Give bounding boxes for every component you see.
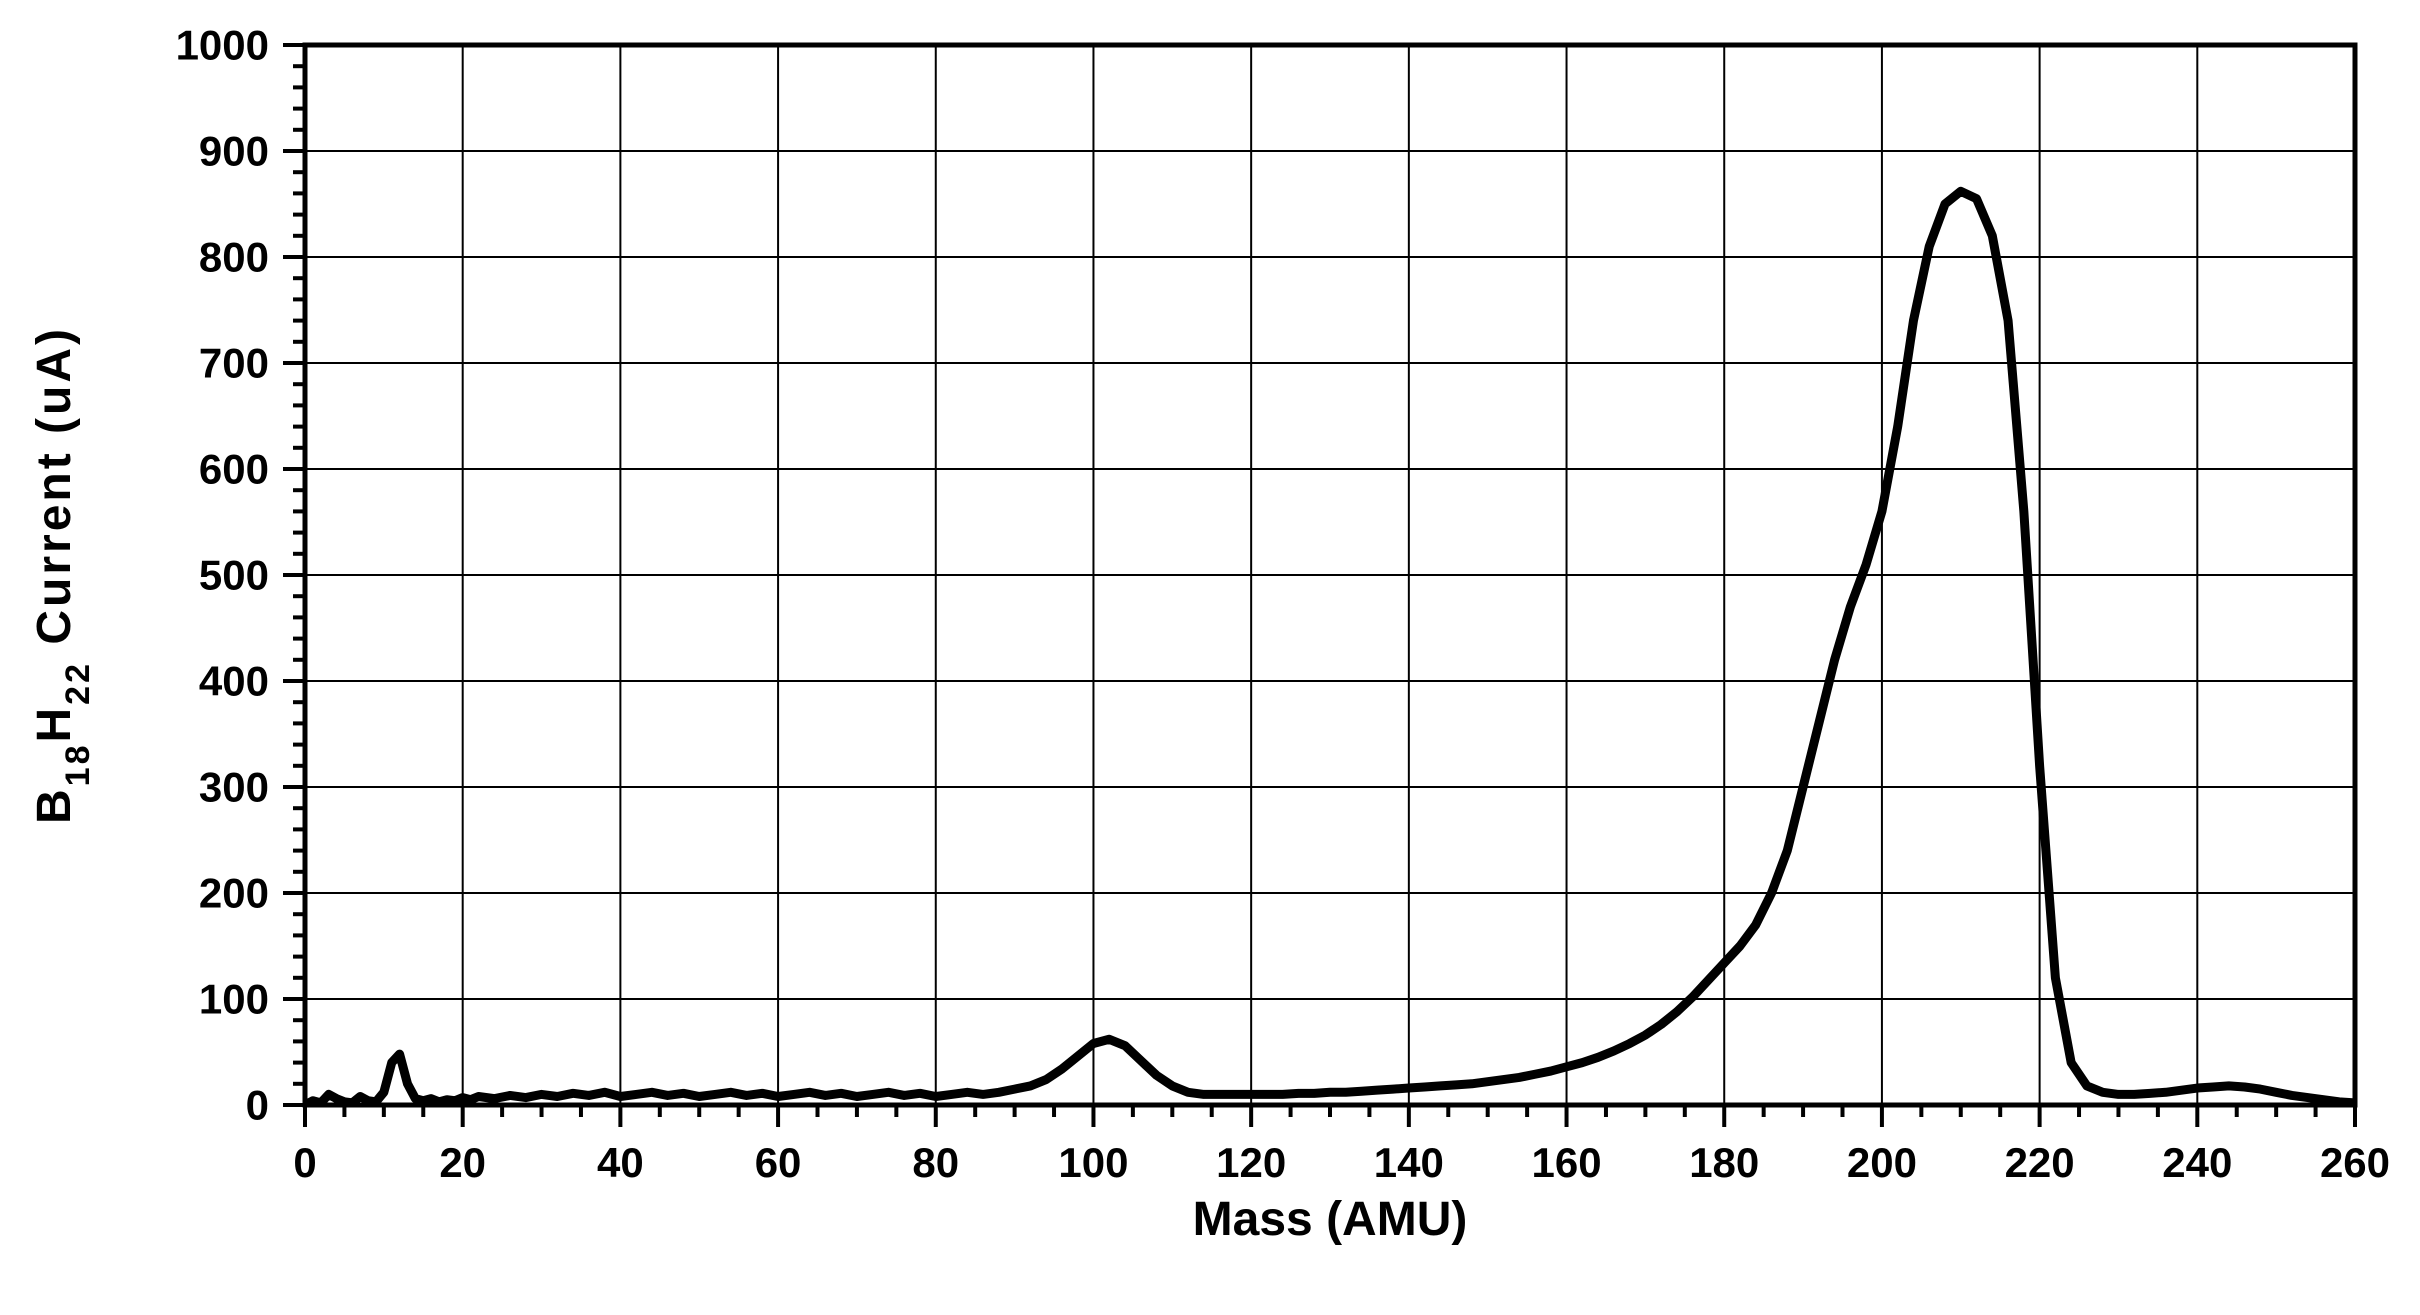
x-tick-label: 20 bbox=[439, 1139, 486, 1186]
mass-spectrum-chart: 0 20 40 60 80 100 120 140 160 180 200 220 240 260 0 100… bbox=[0, 0, 2420, 1315]
x-tick-label: 260 bbox=[2320, 1139, 2390, 1186]
y-tick-label: 400 bbox=[199, 658, 269, 705]
y-tick-label: 200 bbox=[199, 870, 269, 917]
y-tick-label: 1000 bbox=[176, 22, 269, 69]
x-tick-label: 40 bbox=[597, 1139, 644, 1186]
y-tick-label: 800 bbox=[199, 234, 269, 281]
y-tick-label: 700 bbox=[199, 340, 269, 387]
y-tick-label: 0 bbox=[246, 1082, 269, 1129]
x-tick-label: 60 bbox=[755, 1139, 802, 1186]
y-tick-label: 600 bbox=[199, 446, 269, 493]
x-tick-label: 0 bbox=[293, 1139, 316, 1186]
chart-svg: 0 20 40 60 80 100 120 140 160 180 200 220 240 260 0 100… bbox=[0, 0, 2420, 1315]
x-tick-label: 140 bbox=[1374, 1139, 1444, 1186]
y-tick-label: 300 bbox=[199, 764, 269, 811]
x-tick-label: 240 bbox=[2162, 1139, 2232, 1186]
y-tick-label: 100 bbox=[199, 976, 269, 1023]
x-tick-label: 160 bbox=[1531, 1139, 1601, 1186]
x-tick-label: 120 bbox=[1216, 1139, 1286, 1186]
x-tick-label: 220 bbox=[2005, 1139, 2075, 1186]
x-tick-label: 80 bbox=[912, 1139, 959, 1186]
x-axis-label: Mass (AMU) bbox=[1193, 1193, 1468, 1246]
x-tick-label: 180 bbox=[1689, 1139, 1759, 1186]
x-tick-label: 200 bbox=[1847, 1139, 1917, 1186]
x-tick-label: 100 bbox=[1058, 1139, 1128, 1186]
y-tick-label: 500 bbox=[199, 552, 269, 599]
y-tick-label: 900 bbox=[199, 128, 269, 175]
